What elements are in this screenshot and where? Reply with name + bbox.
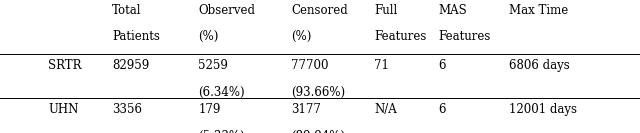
Text: UHN: UHN bbox=[48, 103, 78, 116]
Text: 179: 179 bbox=[198, 103, 221, 116]
Text: 12001 days: 12001 days bbox=[509, 103, 577, 116]
Text: 3177: 3177 bbox=[291, 103, 321, 116]
Text: 82959: 82959 bbox=[112, 59, 149, 72]
Text: (89.94%): (89.94%) bbox=[291, 130, 345, 133]
Text: (93.66%): (93.66%) bbox=[291, 86, 346, 99]
Text: 5259: 5259 bbox=[198, 59, 228, 72]
Text: 6: 6 bbox=[438, 103, 446, 116]
Text: Total: Total bbox=[112, 4, 141, 17]
Text: 6: 6 bbox=[438, 59, 446, 72]
Text: (5.33%): (5.33%) bbox=[198, 130, 245, 133]
Text: 77700: 77700 bbox=[291, 59, 329, 72]
Text: Features: Features bbox=[374, 30, 427, 43]
Text: 6806 days: 6806 days bbox=[509, 59, 570, 72]
Text: (6.34%): (6.34%) bbox=[198, 86, 245, 99]
Text: (%): (%) bbox=[198, 30, 219, 43]
Text: (%): (%) bbox=[291, 30, 312, 43]
Text: 3356: 3356 bbox=[112, 103, 142, 116]
Text: Max Time: Max Time bbox=[509, 4, 568, 17]
Text: Patients: Patients bbox=[112, 30, 160, 43]
Text: MAS: MAS bbox=[438, 4, 467, 17]
Text: 71: 71 bbox=[374, 59, 389, 72]
Text: N/A: N/A bbox=[374, 103, 397, 116]
Text: Features: Features bbox=[438, 30, 491, 43]
Text: Censored: Censored bbox=[291, 4, 348, 17]
Text: SRTR: SRTR bbox=[48, 59, 81, 72]
Text: Full: Full bbox=[374, 4, 397, 17]
Text: Observed: Observed bbox=[198, 4, 255, 17]
